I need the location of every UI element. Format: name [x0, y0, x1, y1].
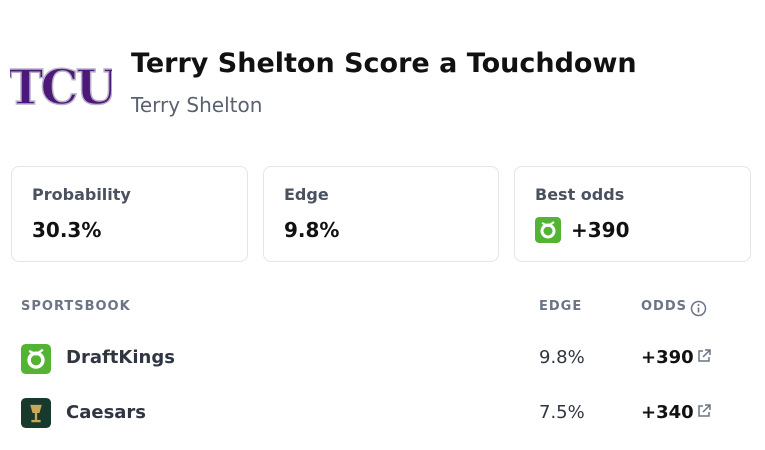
stat-value: 30.3%	[32, 218, 102, 242]
caesars-icon	[21, 398, 51, 428]
draftkings-icon	[21, 344, 51, 374]
edge-value: 7.5%	[539, 402, 585, 423]
logo-text: TCU	[10, 60, 112, 112]
team-logo: TCU	[10, 60, 112, 112]
column-header: ODDS	[641, 299, 687, 314]
odds-link[interactable]: +390	[641, 347, 694, 368]
title: Terry Shelton Score a Touchdown	[131, 48, 637, 79]
external-link-icon[interactable]	[696, 403, 712, 419]
odds-link[interactable]: +340	[641, 402, 694, 423]
draftkings-icon	[535, 217, 561, 243]
stat-card: Probability 30.3%	[11, 166, 248, 262]
stat-label: Edge	[284, 185, 329, 204]
info-icon[interactable]	[690, 300, 707, 317]
external-link-icon[interactable]	[696, 348, 712, 364]
stat-card: Edge 9.8%	[263, 166, 499, 262]
edge-value: 9.8%	[539, 347, 585, 368]
stat-label: Probability	[32, 185, 131, 204]
stat-label: Best odds	[535, 185, 625, 204]
stat-value: +390	[571, 218, 630, 242]
column-header: SPORTSBOOK	[21, 299, 131, 314]
stat-card: Best odds +390	[514, 166, 751, 262]
stat-value: 9.8%	[284, 218, 340, 242]
column-header: EDGE	[539, 299, 583, 314]
sportsbook-name: Caesars	[66, 402, 147, 423]
subtitle: Terry Shelton	[131, 93, 263, 117]
sportsbook-name: DraftKings	[66, 347, 175, 368]
